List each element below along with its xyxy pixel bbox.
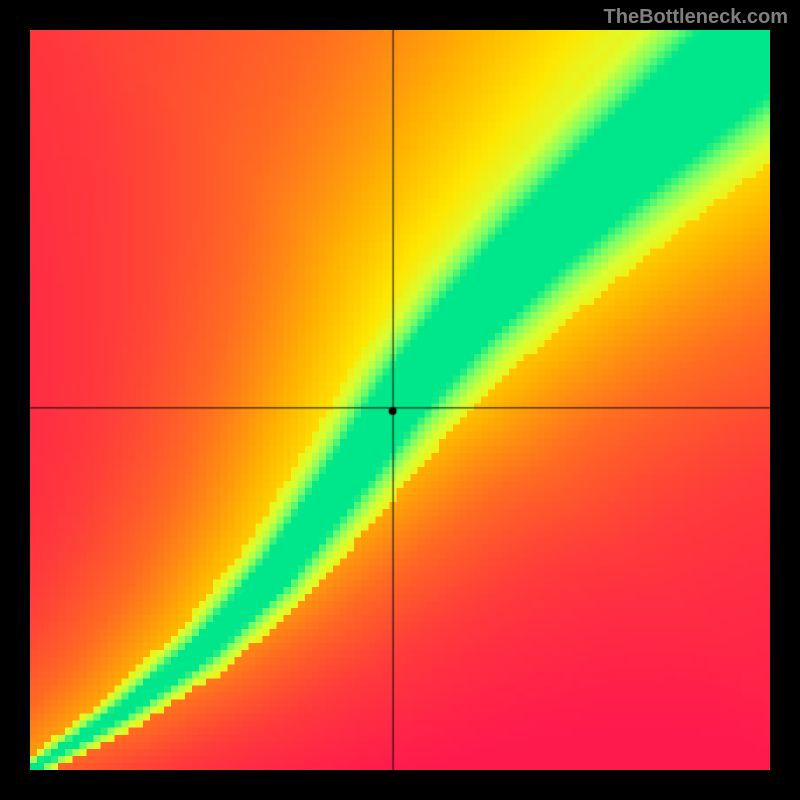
bottleneck-heatmap xyxy=(30,30,770,770)
watermark-text: TheBottleneck.com xyxy=(604,6,788,29)
chart-container: TheBottleneck.com xyxy=(0,0,800,800)
